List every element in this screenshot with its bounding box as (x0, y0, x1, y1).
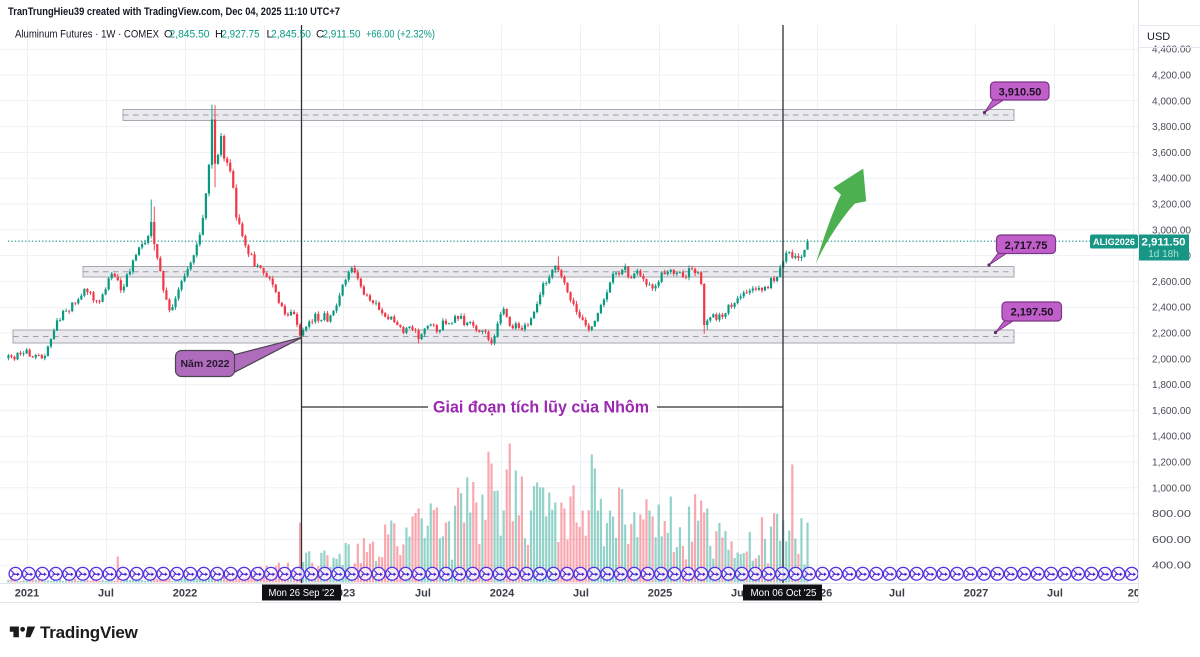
svg-text:2,197.50: 2,197.50 (1011, 307, 1054, 319)
svg-text:USD: USD (1147, 31, 1170, 43)
svg-text:2,400.00: 2,400.00 (1152, 302, 1191, 314)
svg-text:2,717.75: 2,717.75 (1005, 240, 1048, 252)
svg-text:Năm 2022: Năm 2022 (180, 358, 229, 370)
svg-text:+66.00 (+2.32%): +66.00 (+2.32%) (366, 29, 435, 41)
svg-text:2024: 2024 (490, 588, 515, 600)
svg-text:Jul: Jul (415, 588, 431, 600)
svg-text:2027: 2027 (964, 588, 988, 600)
svg-text:1,000.00: 1,000.00 (1152, 482, 1191, 494)
svg-text:600.00: 600.00 (1152, 534, 1191, 546)
svg-text:2,845.50: 2,845.50 (271, 29, 311, 41)
svg-text:Giai đoạn tích lũy của Nhôm: Giai đoạn tích lũy của Nhôm (433, 399, 649, 417)
svg-text:400.00: 400.00 (1152, 560, 1191, 572)
svg-text:2,911.50: 2,911.50 (1142, 237, 1186, 249)
svg-text:TranTrungHieu39 created with T: TranTrungHieu39 created with TradingView… (8, 6, 340, 18)
svg-text:4,000.00: 4,000.00 (1152, 95, 1191, 107)
svg-text:800.00: 800.00 (1152, 508, 1191, 520)
svg-text:3,910.50: 3,910.50 (999, 87, 1042, 99)
svg-text:Jul: Jul (889, 588, 905, 600)
svg-text:1,200.00: 1,200.00 (1152, 457, 1191, 469)
svg-text:3,800.00: 3,800.00 (1152, 121, 1191, 133)
svg-text:Jul: Jul (98, 588, 114, 600)
svg-text:2,000.00: 2,000.00 (1152, 353, 1191, 365)
svg-text:C: C (316, 29, 324, 41)
svg-text:2,927.75: 2,927.75 (222, 29, 260, 41)
svg-text:Jul: Jul (573, 588, 589, 600)
svg-text:ALIG2026: ALIG2026 (1093, 237, 1135, 248)
svg-text:Jul: Jul (731, 588, 747, 600)
svg-text:3,000.00: 3,000.00 (1152, 224, 1191, 236)
svg-text:1,800.00: 1,800.00 (1152, 379, 1191, 391)
svg-text:2,845.50: 2,845.50 (170, 29, 210, 41)
svg-text:2,200.00: 2,200.00 (1152, 328, 1191, 340)
svg-text:H: H (215, 29, 223, 41)
svg-text:3,200.00: 3,200.00 (1152, 199, 1191, 211)
svg-text:4,400.00: 4,400.00 (1152, 44, 1191, 56)
svg-text:Mon 26 Sep '22: Mon 26 Sep '22 (269, 588, 335, 599)
svg-text:1d 18h: 1d 18h (1148, 249, 1179, 260)
svg-text:2,600.00: 2,600.00 (1152, 276, 1191, 288)
svg-text:1,600.00: 1,600.00 (1152, 405, 1191, 417)
svg-text:Mon 06 Oct '25: Mon 06 Oct '25 (751, 588, 817, 599)
svg-text:3,600.00: 3,600.00 (1152, 147, 1191, 159)
svg-text:2025: 2025 (648, 588, 672, 600)
svg-text:1,400.00: 1,400.00 (1152, 431, 1191, 443)
svg-text:2021: 2021 (15, 588, 39, 600)
svg-text:3,400.00: 3,400.00 (1152, 173, 1191, 185)
svg-text:Aluminum Futures · 1W · COMEX: Aluminum Futures · 1W · COMEX (15, 29, 160, 41)
svg-text:TradingView: TradingView (40, 623, 139, 642)
svg-text:4,200.00: 4,200.00 (1152, 70, 1191, 82)
svg-text:L: L (267, 29, 273, 41)
svg-text:O: O (164, 29, 173, 41)
svg-text:2022: 2022 (173, 588, 197, 600)
svg-text:2,911.50: 2,911.50 (323, 29, 361, 41)
svg-text:Jul: Jul (1047, 588, 1063, 600)
